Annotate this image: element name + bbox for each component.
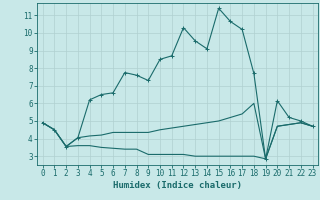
X-axis label: Humidex (Indice chaleur): Humidex (Indice chaleur) xyxy=(113,181,242,190)
